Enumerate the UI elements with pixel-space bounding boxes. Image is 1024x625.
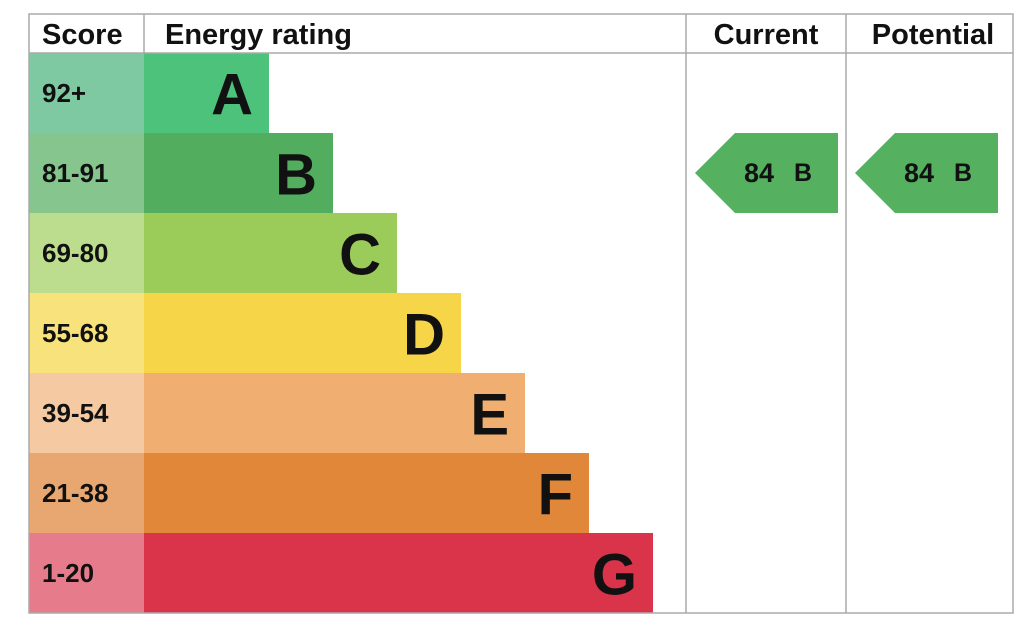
band-bar bbox=[144, 53, 269, 133]
header-score: Score bbox=[42, 19, 123, 51]
header-current: Current bbox=[714, 19, 819, 51]
score-cell bbox=[29, 133, 144, 213]
score-label: 39-54 bbox=[42, 398, 109, 428]
score-cell bbox=[29, 533, 144, 613]
score-label: 21-38 bbox=[42, 478, 109, 508]
score-label: 69-80 bbox=[42, 238, 109, 268]
band-bar bbox=[144, 213, 397, 293]
band-bar bbox=[144, 293, 461, 373]
band-bar bbox=[144, 533, 653, 613]
score-label: 81-91 bbox=[42, 158, 109, 188]
band-letter: G bbox=[592, 543, 637, 608]
score-cell bbox=[29, 213, 144, 293]
current-letter: B bbox=[794, 159, 812, 187]
band-letter: A bbox=[211, 63, 253, 128]
band-letter: C bbox=[339, 223, 381, 288]
band-bar bbox=[144, 453, 589, 533]
potential-score: 84 bbox=[904, 158, 934, 188]
score-label: 1-20 bbox=[42, 558, 94, 588]
band-letter: B bbox=[275, 143, 317, 208]
header-potential: Potential bbox=[872, 19, 994, 51]
band-bar bbox=[144, 133, 333, 213]
band-letter: F bbox=[538, 463, 573, 528]
score-cell bbox=[29, 293, 144, 373]
score-label: 92+ bbox=[42, 78, 86, 108]
current-score: 84 bbox=[744, 158, 774, 188]
band-bar bbox=[144, 373, 525, 453]
score-cell bbox=[29, 373, 144, 453]
frame bbox=[28, 13, 1014, 614]
score-cell bbox=[29, 53, 144, 133]
score-cell bbox=[29, 453, 144, 533]
potential-letter: B bbox=[954, 159, 972, 187]
potential-arrow bbox=[855, 133, 998, 213]
band-letter: E bbox=[470, 383, 509, 448]
band-letter: D bbox=[403, 303, 445, 368]
current-arrow bbox=[695, 133, 838, 213]
score-label: 55-68 bbox=[42, 318, 109, 348]
header-rating: Energy rating bbox=[165, 19, 352, 51]
